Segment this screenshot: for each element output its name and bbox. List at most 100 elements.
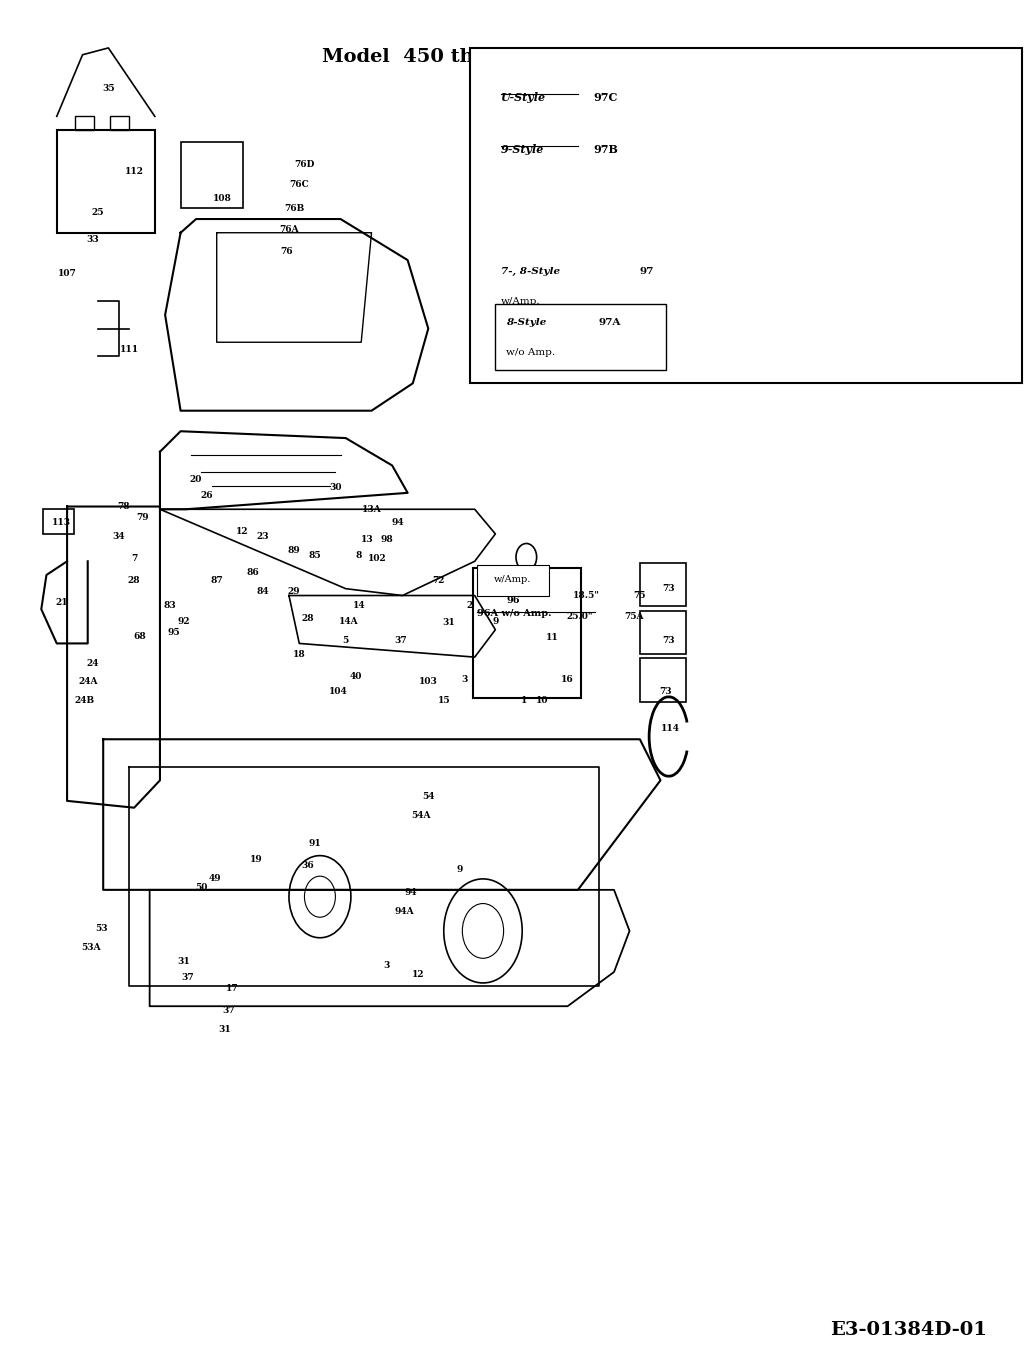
Text: 35: 35 — [102, 85, 115, 93]
Text: 24: 24 — [87, 660, 99, 668]
Text: 73: 73 — [663, 637, 675, 645]
Text: 3: 3 — [461, 675, 467, 683]
Bar — [43, 509, 74, 534]
Text: 95: 95 — [167, 628, 180, 637]
Text: 75A: 75A — [624, 612, 643, 620]
Text: Model  450 thru 479: Model 450 thru 479 — [322, 48, 545, 66]
Text: 10: 10 — [536, 697, 548, 705]
Text: 11: 11 — [546, 634, 558, 642]
Text: 97: 97 — [640, 267, 654, 277]
Text: 7-, 8-Style: 7-, 8-Style — [501, 267, 559, 277]
Text: 53A: 53A — [80, 943, 101, 951]
Text: 76: 76 — [281, 248, 293, 256]
Text: 72: 72 — [432, 576, 445, 585]
Text: w/Amp.: w/Amp. — [494, 575, 531, 583]
Text: 54: 54 — [422, 793, 434, 801]
Text: 40: 40 — [350, 672, 362, 680]
Text: 87: 87 — [211, 576, 223, 585]
Text: 76C: 76C — [289, 181, 310, 189]
Text: 104: 104 — [329, 687, 348, 695]
Text: 92: 92 — [178, 617, 190, 626]
Text: w/o Amp.: w/o Amp. — [506, 348, 555, 357]
Text: 107: 107 — [58, 270, 76, 278]
Text: 2: 2 — [466, 601, 473, 609]
Text: 24B: 24B — [74, 697, 95, 705]
Bar — [57, 130, 155, 233]
Text: 9: 9 — [492, 617, 498, 626]
Text: 91: 91 — [309, 839, 321, 847]
Text: 25: 25 — [92, 208, 104, 216]
Text: 76A: 76A — [279, 226, 299, 234]
Text: 13: 13 — [361, 535, 374, 543]
Text: 73: 73 — [659, 687, 672, 695]
Bar — [640, 563, 686, 606]
Text: 25.0": 25.0" — [567, 612, 593, 620]
Text: 28: 28 — [128, 576, 140, 585]
Text: 76B: 76B — [284, 204, 304, 212]
Text: 14A: 14A — [338, 617, 359, 626]
Text: 12: 12 — [236, 527, 249, 535]
Text: 9-Style: 9-Style — [501, 144, 544, 155]
Text: 94: 94 — [391, 519, 404, 527]
Text: 75: 75 — [634, 591, 646, 600]
Text: 29: 29 — [288, 587, 300, 596]
Text: 18.5": 18.5" — [573, 591, 600, 600]
Text: 68: 68 — [133, 632, 146, 641]
Text: 20: 20 — [190, 475, 202, 483]
Text: 50: 50 — [195, 883, 207, 891]
Text: 97A: 97A — [599, 318, 621, 327]
Text: w/Amp.: w/Amp. — [501, 297, 540, 307]
Text: 97B: 97B — [593, 144, 618, 155]
Text: 24A: 24A — [78, 678, 97, 686]
Text: 15: 15 — [438, 697, 450, 705]
Text: 79: 79 — [136, 513, 149, 522]
Text: 37: 37 — [223, 1006, 235, 1014]
Text: 21: 21 — [56, 598, 68, 606]
Text: 9: 9 — [456, 865, 462, 873]
Text: E3-01384D-01: E3-01384D-01 — [830, 1321, 987, 1339]
Text: 31: 31 — [178, 957, 190, 965]
Text: 34: 34 — [112, 533, 125, 541]
Bar — [477, 565, 549, 596]
Text: 112: 112 — [125, 167, 143, 175]
Text: 85: 85 — [309, 552, 321, 560]
Bar — [495, 304, 666, 370]
Text: 78: 78 — [118, 502, 130, 511]
Text: 113: 113 — [53, 519, 71, 527]
Text: 94: 94 — [405, 888, 417, 897]
Text: 33: 33 — [87, 235, 99, 244]
Text: 37: 37 — [394, 637, 407, 645]
Bar — [473, 568, 581, 698]
Text: 12: 12 — [412, 971, 424, 979]
Bar — [110, 116, 129, 130]
Text: 8-Style: 8-Style — [506, 318, 546, 327]
Text: 114: 114 — [662, 724, 680, 732]
Text: 83: 83 — [164, 601, 176, 609]
Text: 31: 31 — [443, 619, 455, 627]
Text: 49: 49 — [208, 875, 221, 883]
Text: 89: 89 — [288, 546, 300, 554]
Text: 84: 84 — [257, 587, 269, 596]
Bar — [470, 48, 1022, 383]
Text: 103: 103 — [419, 678, 438, 686]
Text: U-Style: U-Style — [501, 92, 546, 103]
Text: 31: 31 — [219, 1025, 231, 1034]
Text: 36: 36 — [301, 861, 314, 869]
Text: 111: 111 — [120, 345, 138, 353]
Text: 17: 17 — [226, 984, 238, 993]
Text: 96: 96 — [506, 597, 520, 605]
Text: 8: 8 — [356, 552, 362, 560]
Text: 53: 53 — [95, 924, 107, 932]
Text: 19: 19 — [250, 856, 262, 864]
Text: 97C: 97C — [593, 92, 618, 103]
Text: 94A: 94A — [394, 908, 415, 916]
Text: 30: 30 — [329, 483, 342, 491]
Bar — [640, 658, 686, 702]
Text: 13A: 13A — [361, 505, 382, 513]
Text: 102: 102 — [368, 554, 387, 563]
Text: 37: 37 — [182, 973, 194, 982]
Text: 7: 7 — [131, 554, 137, 563]
Text: 86: 86 — [247, 568, 259, 576]
Bar — [181, 142, 243, 208]
Text: 26: 26 — [200, 491, 213, 500]
